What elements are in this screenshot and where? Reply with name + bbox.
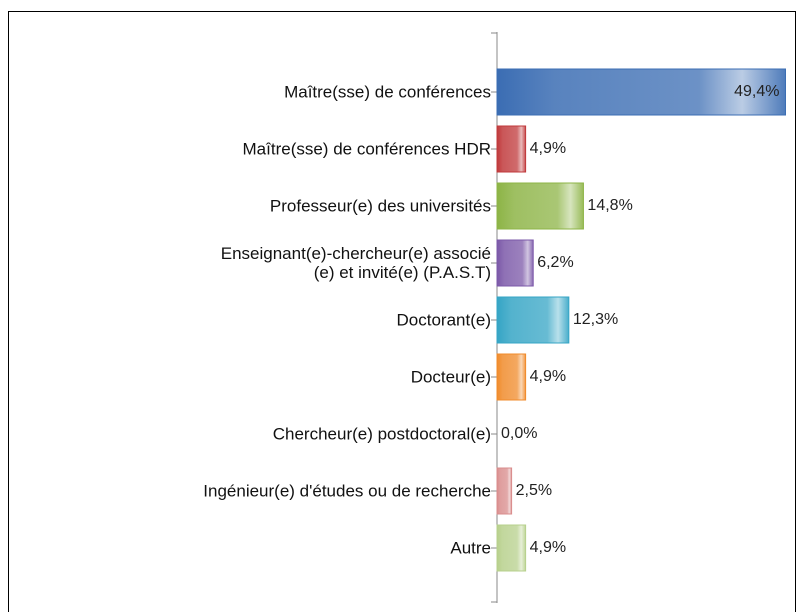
value-label: 14,8% <box>587 197 632 214</box>
bar <box>496 239 534 287</box>
category-label: Autre <box>450 538 491 558</box>
bar <box>496 353 527 401</box>
bar <box>496 296 570 344</box>
bar <box>496 182 584 230</box>
value-label: 0,0% <box>501 425 537 442</box>
value-label: 4,9% <box>530 539 566 556</box>
value-label: 12,3% <box>573 311 618 328</box>
value-label: 6,2% <box>537 254 573 271</box>
category-label: Chercheur(e) postdoctoral(e) <box>272 424 491 444</box>
chart-frame <box>8 11 796 612</box>
bar <box>496 125 527 173</box>
category-label: Professeur(e) des universités <box>269 196 491 216</box>
value-label: 4,9% <box>530 140 566 157</box>
category-label: Maître(sse) de conférences <box>284 82 491 102</box>
bar <box>496 524 527 572</box>
bar <box>496 467 513 515</box>
category-label: Enseignant(e)-chercheur(e) associé (e) e… <box>220 244 491 282</box>
category-label: Maître(sse) de conférences HDR <box>242 139 491 159</box>
value-label: 2,5% <box>516 482 552 499</box>
bar <box>496 68 786 116</box>
category-label: Doctorant(e) <box>396 310 491 330</box>
value-label: 4,9% <box>530 368 566 385</box>
category-label: Ingénieur(e) d'études ou de recherche <box>203 481 491 501</box>
category-label: Docteur(e) <box>410 367 491 387</box>
value-label: 49,4% <box>734 83 779 100</box>
